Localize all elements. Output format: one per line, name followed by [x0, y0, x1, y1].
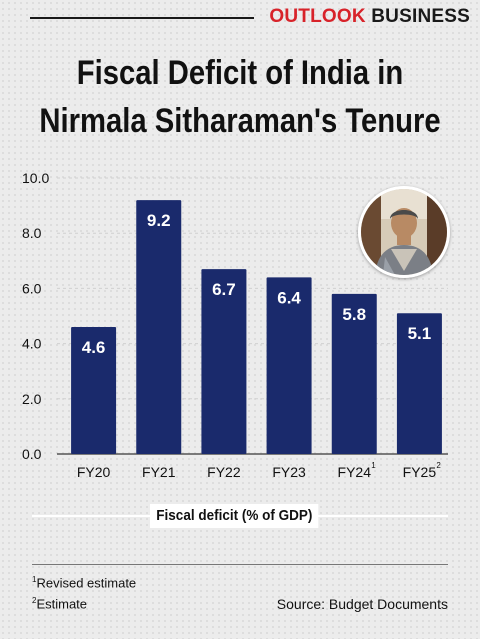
data-label: 9.2 [147, 211, 171, 230]
x-tick-label: FY23 [272, 464, 306, 480]
chart-title-line-2: Nirmala Sitharaman's Tenure [39, 102, 441, 140]
x-tick-label: FY22 [207, 464, 241, 480]
x-tick-label: FY24 [338, 464, 372, 480]
brand-rule [30, 17, 254, 19]
footnote-estimate: 2Estimate [32, 596, 88, 612]
x-tick-label: FY25 [403, 464, 437, 480]
data-label: 5.1 [408, 324, 432, 343]
bar-fy24 [331, 293, 377, 454]
y-tick-label: 8.0 [22, 225, 42, 241]
x-tick-superscript: 2 [436, 461, 441, 470]
brand-logo: OUTLOOK BUSINESS [269, 6, 470, 27]
bar-chart: 0.0 2.0 4.0 6.0 8.0 10.0 4.6 FY20 9.2 FY21 6.7 FY22… [22, 170, 448, 480]
data-label: 4.6 [82, 338, 106, 357]
data-label: 5.8 [342, 305, 366, 324]
bar-fy25 [396, 313, 442, 454]
x-axis-label: Fiscal deficit (% of GDP) [150, 504, 319, 528]
y-tick-label: 0.0 [22, 446, 42, 462]
x-tick-label: FY20 [77, 464, 111, 480]
footer-divider [32, 564, 448, 565]
chart-title-line-1: Fiscal Deficit of India in [76, 54, 404, 92]
data-label: 6.4 [277, 288, 301, 307]
y-tick-label: 4.0 [22, 336, 42, 352]
y-tick-label: 2.0 [22, 391, 42, 407]
y-tick-label: 6.0 [22, 280, 42, 296]
bar-fy22 [201, 269, 247, 454]
x-tick-label: FY21 [142, 464, 176, 480]
bar-fy20 [71, 327, 117, 454]
footnote-revised-estimate: 1Revised estimate [32, 575, 137, 591]
source-note: Source: Budget Documents [276, 596, 448, 612]
x-tick-superscript: 1 [371, 461, 376, 470]
portrait-photo-icon [358, 186, 450, 278]
data-label: 6.7 [212, 280, 236, 299]
bar-fy21 [136, 200, 182, 454]
y-tick-label: 10.0 [22, 170, 49, 186]
bar-fy23 [266, 277, 312, 454]
